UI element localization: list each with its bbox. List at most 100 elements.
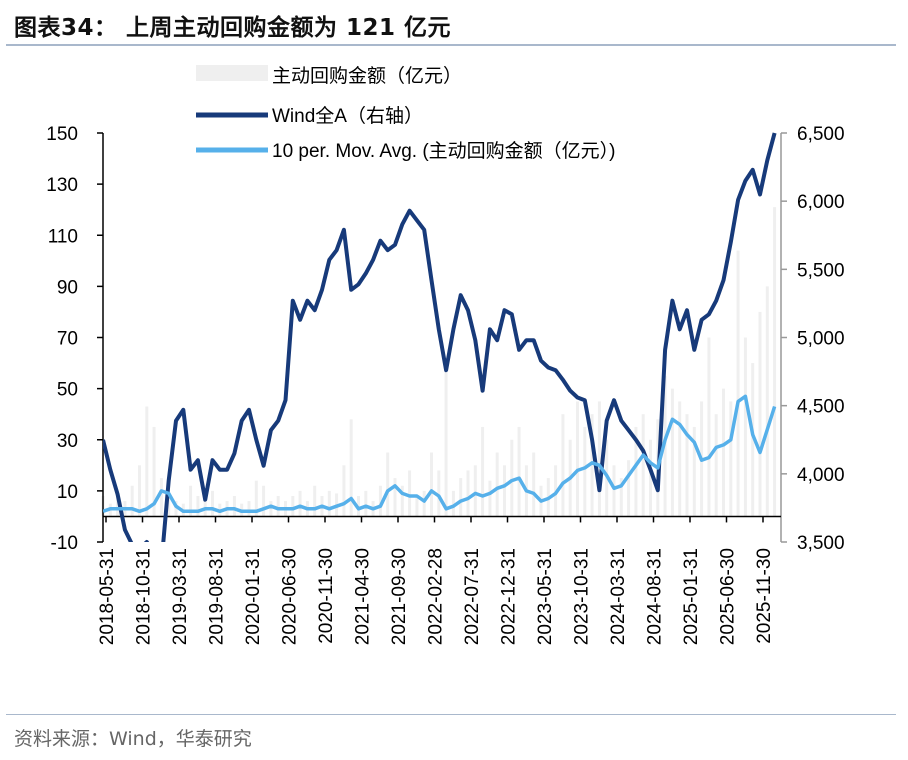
bar [590,414,594,517]
x-axis-tick-label: 2023-10-31 [572,548,593,645]
bar [269,501,273,517]
bar-series [101,207,777,517]
bar [174,501,178,517]
right-axis-tick-label: 6,000 [797,192,845,213]
bar [751,363,755,517]
bar [437,470,441,517]
bar [386,452,390,517]
right-axis-tick-label: 4,500 [797,397,845,418]
bar [670,388,674,517]
bar [291,495,295,517]
x-axis-tick-label: 2018-10-31 [134,548,155,645]
x-axis-tick-label: 2024-08-31 [645,548,666,645]
x-axis-tick-label: 2022-02-28 [426,548,447,645]
bar [634,426,638,517]
bar [714,414,718,517]
bar [692,426,696,517]
wind-a-line [103,132,777,542]
chart-title: 图表34： 上周主动回购金额为 121 亿元 [14,15,452,41]
bar [758,311,762,517]
bar [627,460,631,517]
bar [583,426,587,517]
bar [641,414,645,517]
bar [517,426,521,517]
bar [415,495,419,517]
left-axis-tick-label: 90 [57,277,78,298]
bar [254,480,258,517]
bar [576,401,579,517]
left-axis-tick-label: 70 [57,329,78,350]
bar [707,337,711,517]
x-axis-tick-label: 2022-12-31 [499,548,520,645]
bar [481,426,485,517]
bar [736,250,740,517]
x-axis-tick-label: 2018-05-31 [97,548,118,645]
bar [364,490,368,517]
bar [232,495,236,517]
legend-label-ma: 10 per. Mov. Avg. (主动回购金额（亿元）) [272,140,616,162]
right-axis-tick-label: 6,500 [797,124,845,145]
bar [298,490,302,517]
title-divider [6,44,896,46]
bar [503,465,506,517]
bar [152,426,156,517]
bar [532,452,536,517]
footer-divider [6,714,896,715]
left-axis-tick-label: 130 [46,175,78,196]
left-axis-tick-label: -10 [51,533,78,554]
left-axis-tick-label: 30 [57,431,78,452]
left-axis-tick-label: 150 [46,124,78,145]
x-axis-tick-label: 2021-09-30 [389,548,410,645]
bar [459,478,463,517]
bar [444,363,448,517]
x-axis-tick-label: 2023-05-31 [535,548,556,645]
bar [408,470,412,517]
bar [510,439,514,517]
bar [159,478,163,517]
bar [247,501,251,517]
bar [495,452,499,517]
line-series [103,132,777,542]
bar [130,485,134,517]
legend-swatch-bars [196,65,268,81]
bar [196,495,200,517]
left-axis-tick-label: 110 [48,226,78,247]
bar [561,414,565,517]
x-axis-tick-label: 2022-07-31 [462,548,483,645]
bar [400,485,404,517]
x-axis-tick-label: 2020-01-31 [243,548,264,645]
bar [422,490,426,517]
x-axis-tick-label: 2020-11-30 [316,548,337,644]
bar [466,470,470,517]
bar [488,480,492,517]
legend-label-bars: 主动回购金额（亿元） [272,65,462,87]
right-axis-tick-label: 3,500 [797,533,845,554]
x-axis-tick-label: 2025-11-30 [754,548,775,644]
x-axis-tick-label: 2020-06-30 [280,548,301,645]
bar [276,495,280,517]
bar [349,419,353,517]
bar [393,478,397,517]
x-axis-tick-label: 2025-01-31 [681,548,702,645]
bar [451,490,455,517]
x-axis-tick-label: 2025-06-30 [718,548,739,645]
bar [729,401,733,517]
bar [342,465,346,517]
x-axis-tick-label: 2019-03-31 [170,548,191,645]
bar [327,490,331,517]
bar [619,478,623,517]
bar [649,439,652,517]
bar [612,465,616,517]
x-axis-tick-label: 2019-08-31 [207,548,228,645]
bar [189,485,193,517]
left-axis-tick-label: 10 [57,482,78,503]
bar [743,337,747,517]
bar [765,286,769,517]
source-note: 资料来源：Wind，华泰研究 [14,728,252,750]
legend: 主动回购金额（亿元） Wind全A（右轴） 10 per. Mov. Avg. … [196,65,616,162]
bar [211,490,214,517]
bar [313,485,317,517]
bar [430,452,433,517]
bar [773,207,777,517]
